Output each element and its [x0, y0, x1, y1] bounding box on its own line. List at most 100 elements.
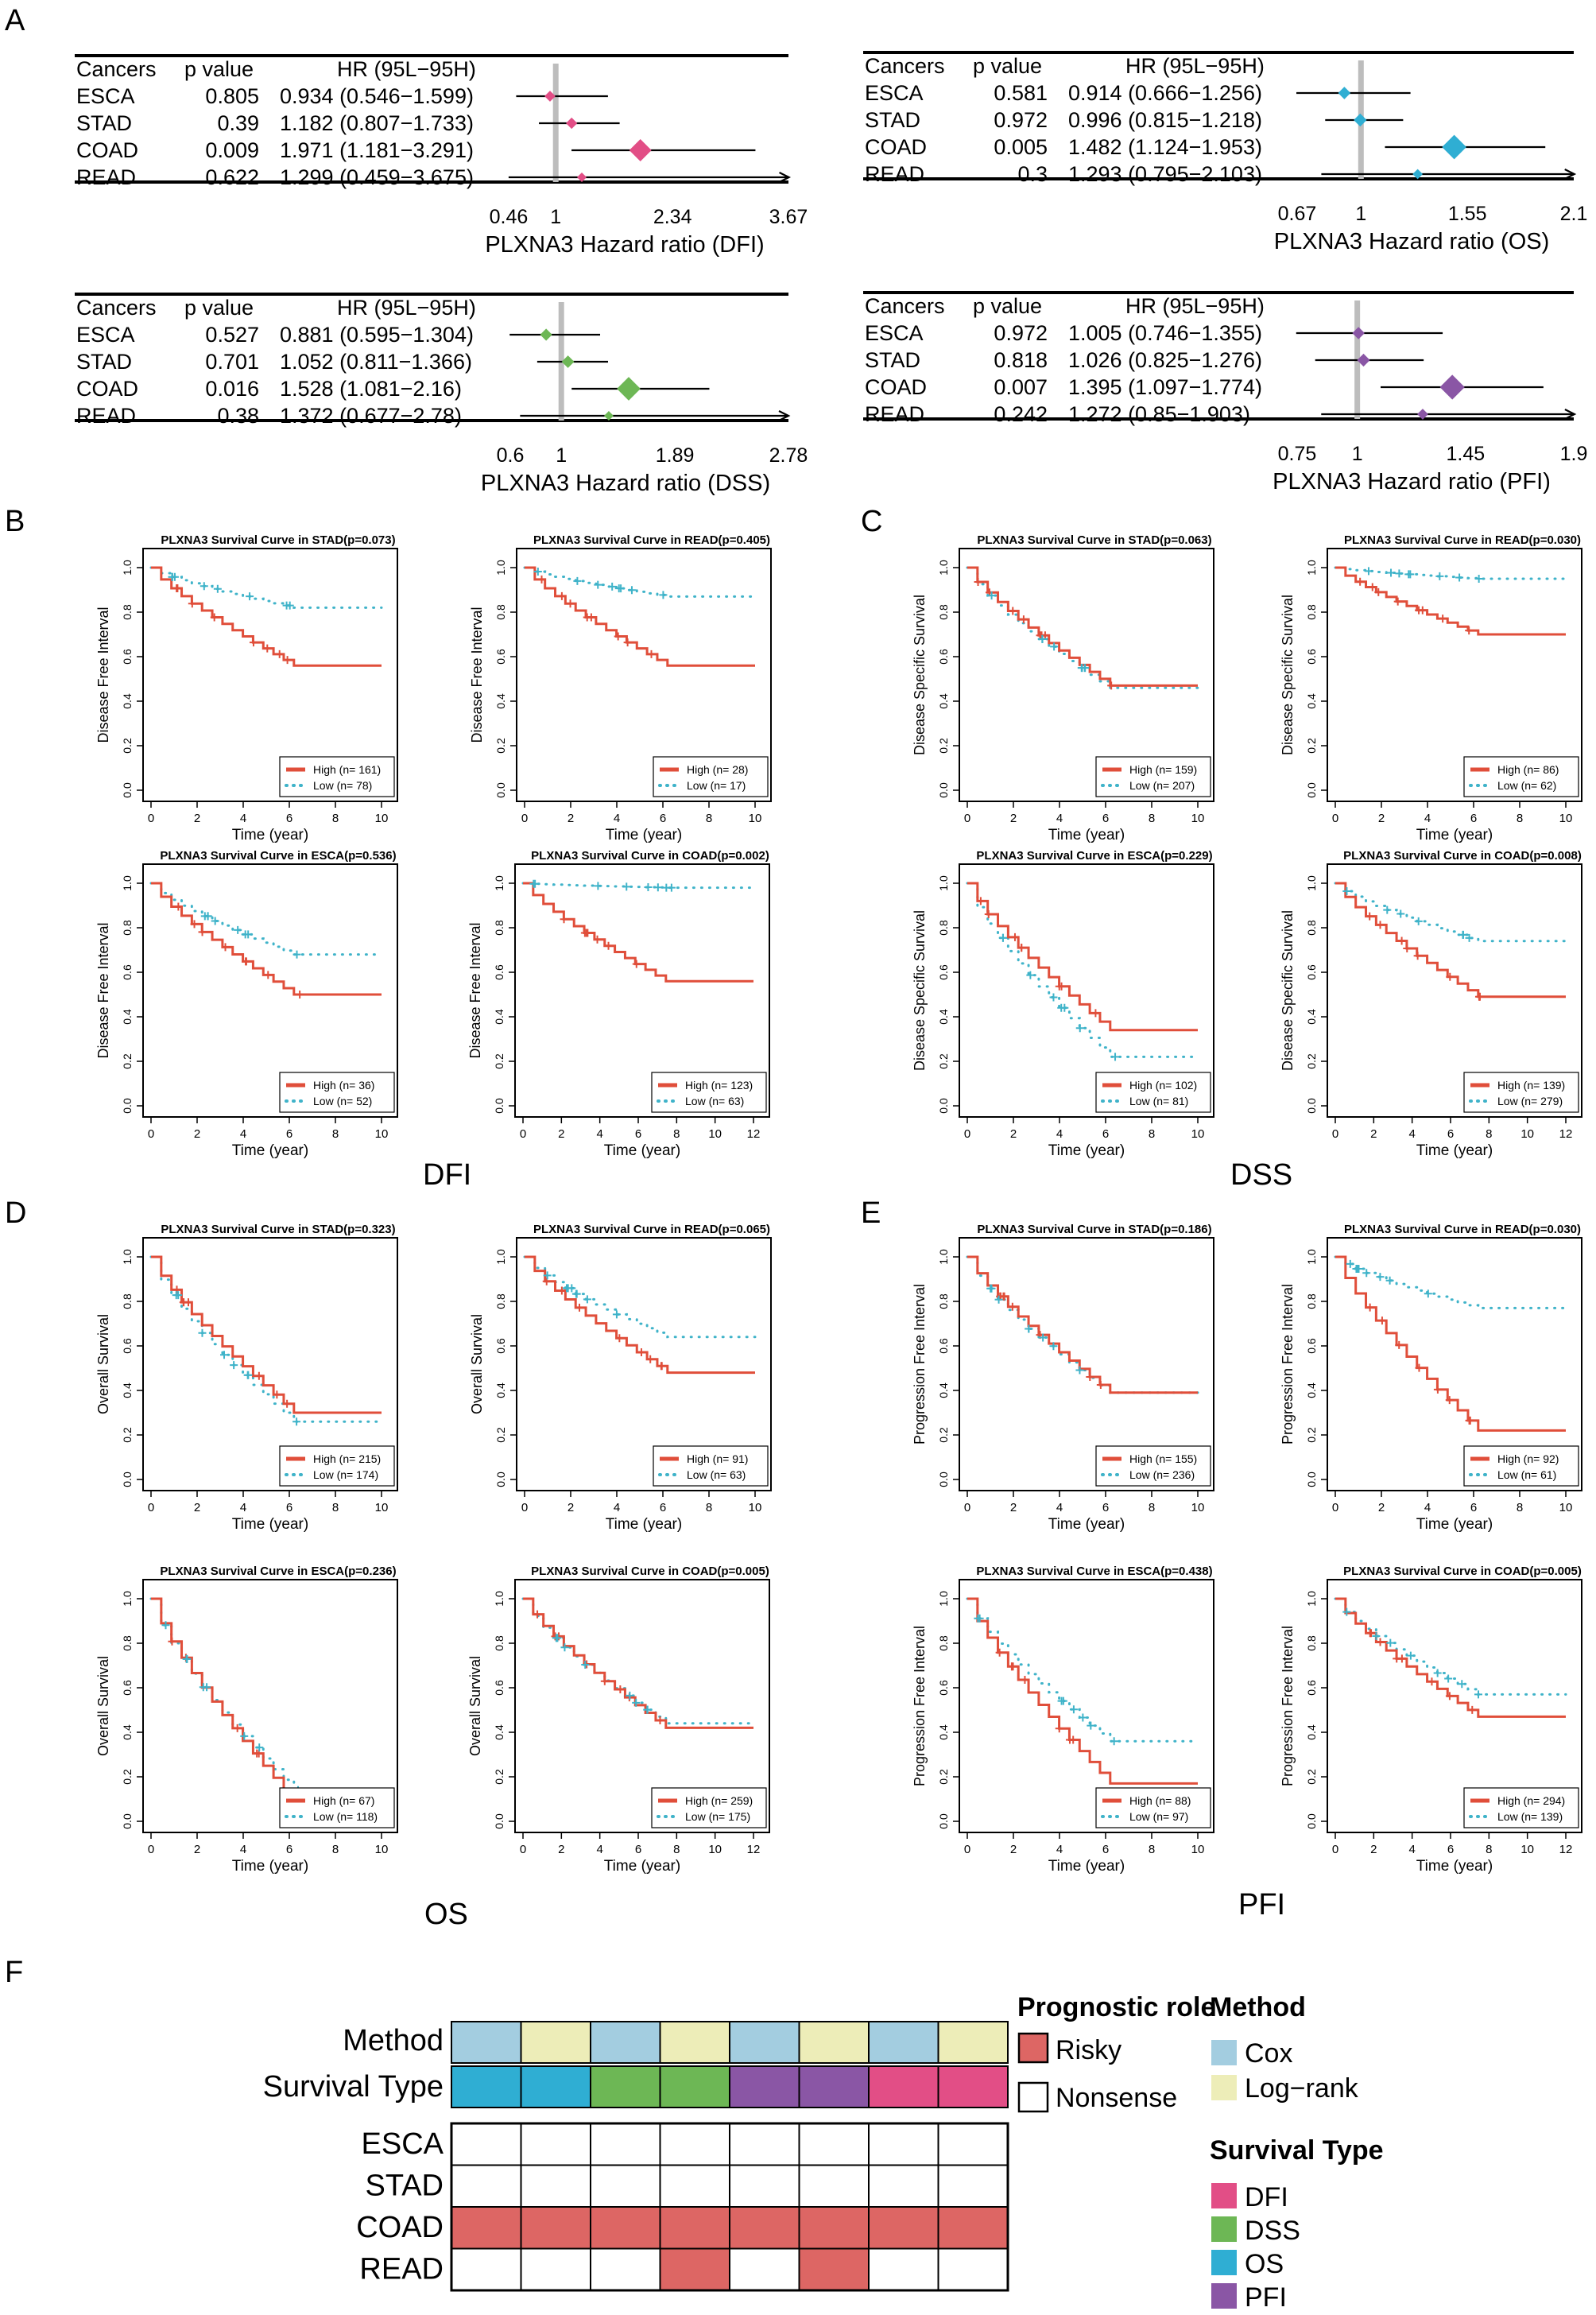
- km-censor-low: [1435, 572, 1444, 580]
- heatmap-cancer-label: READ: [359, 2253, 444, 2286]
- km-censor-high: [537, 575, 546, 584]
- km-title: PLXNA3 Survival Curve in STAD(p=0.323): [161, 1223, 395, 1236]
- km-curve-low: [966, 882, 1199, 1058]
- heatmap-role-cell: [590, 2164, 661, 2208]
- km-xtick-label: 4: [240, 1501, 246, 1514]
- forest-tick-label: 2.78: [769, 444, 808, 467]
- km-censor-low: [1049, 993, 1058, 1002]
- legend-risky-swatch: [1017, 2032, 1049, 2064]
- km-curve-low: [523, 566, 757, 598]
- km-xtick-label: 6: [286, 1843, 292, 1856]
- heatmap-role-cell: [659, 2164, 730, 2208]
- km-censor-low: [244, 930, 253, 939]
- km-ytick-label: 1.0: [494, 560, 507, 576]
- km-xtick-label: 12: [747, 1843, 761, 1856]
- km-curve-low: [1334, 1255, 1567, 1309]
- km-censor-high: [188, 599, 196, 608]
- section-label-os: OS: [424, 1898, 468, 1931]
- km-frame: [142, 548, 398, 802]
- km-censor-low: [608, 582, 617, 591]
- km-censor-high: [283, 1399, 292, 1408]
- km-xtick-label: 10: [375, 812, 389, 825]
- forest-hr-text: 1.182 (0.807−1.733): [280, 111, 474, 135]
- km-xtick-label: 8: [673, 1843, 680, 1856]
- forest-hr-text: 1.482 (1.124−1.953): [1068, 135, 1262, 159]
- km-censor-low: [987, 591, 996, 600]
- forest-pvalue: 0.581: [994, 81, 1048, 105]
- km-curve-high: [1335, 882, 1566, 999]
- km-ytick-label: 0.8: [494, 1293, 507, 1309]
- km-xtick-label: 10: [708, 1843, 722, 1856]
- km-xtick-label: 4: [1408, 1843, 1415, 1856]
- km-censor-high: [533, 1610, 542, 1619]
- km-ytick-label: 1.0: [1305, 560, 1318, 576]
- km-censor-high: [172, 584, 181, 592]
- km-ytick-label: 0.8: [937, 604, 950, 620]
- km-ytick-label: 0.4: [494, 693, 507, 709]
- km-legend-high: High (n= 294): [1497, 1794, 1565, 1807]
- km-censor-low: [1385, 1276, 1394, 1285]
- legend-dfi-label: DFI: [1245, 2182, 1288, 2212]
- km-censor-low: [572, 1289, 581, 1298]
- km-legend-low: Low (n= 139): [1497, 1810, 1563, 1823]
- km-xtick-label: 4: [614, 1501, 620, 1514]
- km-ylabel: Overall Survival: [95, 1314, 111, 1414]
- km-xtick-label: 2: [194, 1843, 200, 1856]
- forest-header-pvalue: p value: [184, 296, 254, 320]
- heatmap-row-label-method: Method: [343, 2024, 444, 2057]
- forest-pvalue: 0.972: [994, 108, 1048, 132]
- km-title: PLXNA3 Survival Curve in ESCA(p=0.438): [976, 1565, 1212, 1578]
- km-censor-high: [263, 644, 272, 653]
- km-xtick-label: 8: [673, 1127, 680, 1141]
- km-panel-8: PLXNA3 Survival Curve in STAD(p=0.323) 0.…: [95, 1223, 398, 1533]
- km-censor-high: [1055, 1724, 1063, 1733]
- forest-point-marker: [544, 91, 556, 102]
- km-ytick-label: 0.6: [1305, 1680, 1318, 1696]
- km-censor-low: [653, 883, 662, 892]
- km-censor-low: [1406, 1651, 1415, 1660]
- km-censor-high: [1356, 577, 1365, 586]
- km-xtick-label: 2: [194, 1127, 200, 1141]
- km-legend-low: Low (n= 63): [687, 1468, 746, 1481]
- forest-point-marker: [540, 328, 552, 341]
- forest-tick-label: 2.1: [1560, 203, 1588, 225]
- km-frame: [959, 863, 1214, 1118]
- km-censor-high: [1376, 921, 1385, 929]
- km-censor-high: [974, 577, 982, 586]
- forest-cancer-label: ESCA: [865, 321, 924, 345]
- km-censor-high: [1377, 1316, 1386, 1325]
- km-censor-low: [1110, 1737, 1118, 1746]
- km-censor-low: [198, 1328, 207, 1337]
- km-legend-box: [279, 756, 395, 797]
- forest-cancer-label: COAD: [865, 135, 927, 159]
- km-legend-box: [1095, 756, 1211, 797]
- heatmap-survival-cell: [451, 2065, 522, 2108]
- forest-cancer-label: STAD: [76, 111, 132, 135]
- km-xtick-label: 2: [1010, 812, 1017, 825]
- km-ytick-label: 0.6: [494, 649, 507, 665]
- km-censor-high: [593, 935, 602, 944]
- km-xtick-label: 2: [1010, 1843, 1017, 1856]
- km-censor-low: [581, 1661, 590, 1669]
- km-xtick-label: 2: [1378, 812, 1385, 825]
- km-censor-high: [583, 929, 592, 937]
- km-censor-low: [626, 1691, 634, 1700]
- km-xtick-label: 2: [1370, 1843, 1377, 1856]
- legend-pfi-label: PFI: [1245, 2282, 1287, 2313]
- heatmap-role-cell: [590, 2206, 661, 2250]
- km-legend-low: Low (n= 236): [1129, 1468, 1195, 1481]
- km-xtick-label: 10: [1191, 1501, 1205, 1514]
- km-xtick-label: 6: [660, 1501, 666, 1514]
- km-xtick-label: 0: [964, 1501, 970, 1514]
- heatmap-role-cell: [520, 2123, 591, 2166]
- forest-header-hr: HR (95L−95H): [337, 296, 476, 320]
- km-censor-low: [203, 912, 212, 921]
- km-ylabel: Overall Survival: [469, 1314, 485, 1414]
- km-censor-high: [604, 941, 613, 950]
- km-censor-low: [1433, 1669, 1442, 1677]
- km-ytick-label: 0.8: [493, 920, 506, 936]
- km-ylabel: Progression Free Interval: [1280, 1284, 1296, 1444]
- forest-cancer-label: ESCA: [865, 81, 924, 105]
- forest-cancer-label: STAD: [865, 348, 920, 372]
- km-censor-high: [1019, 615, 1028, 624]
